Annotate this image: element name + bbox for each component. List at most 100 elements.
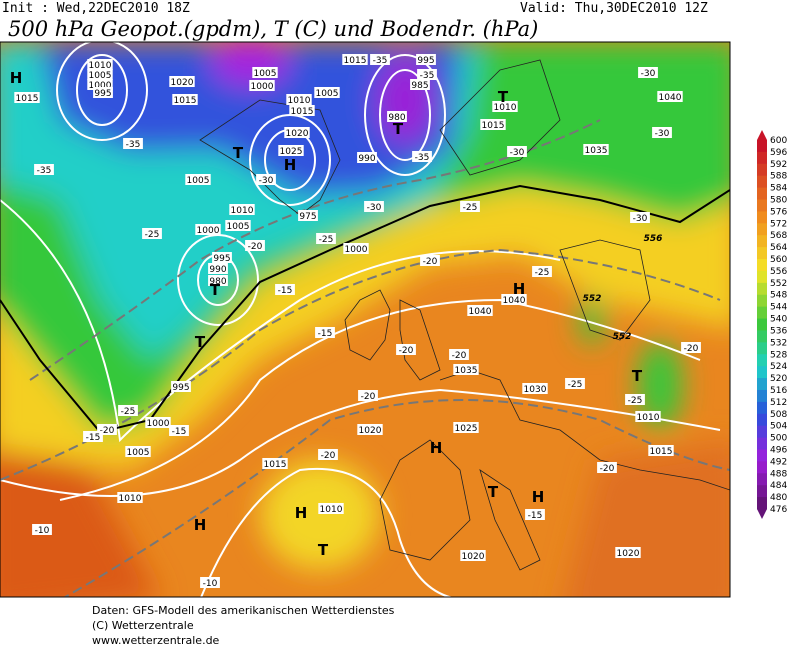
pressure-label-box — [87, 69, 113, 80]
pressure-label-box — [87, 79, 113, 90]
pressure-label-box — [208, 275, 228, 286]
colorbar-label: 528 — [770, 350, 787, 360]
pressure-label-box — [480, 119, 506, 130]
map-labels: 1010100510009951020101510151005100010101… — [10, 54, 701, 589]
pressure-label: 1020 — [171, 78, 194, 88]
temperature-label: -20 — [361, 392, 376, 402]
colorbar-label: 520 — [770, 374, 787, 384]
pressure-label-box — [278, 145, 304, 156]
temperature-label: -20 — [452, 351, 467, 361]
temperature-label-box — [97, 424, 117, 435]
colorbar-segment — [757, 378, 767, 391]
temperature-label: -30 — [633, 214, 648, 224]
temperature-label: -25 — [145, 230, 160, 240]
pressure-center: T — [233, 144, 244, 162]
pressure-center: H — [284, 156, 297, 174]
pressure-label-box — [195, 224, 221, 235]
pressure-center: H — [295, 504, 308, 522]
colorbar-label: 504 — [770, 422, 787, 432]
pressure-center: T — [318, 541, 329, 559]
pressure-label-box — [286, 94, 312, 105]
temperature-label: -25 — [463, 203, 478, 213]
pressure-label: 1005 — [316, 89, 339, 99]
pressure-label: 975 — [299, 212, 316, 222]
pressure-label-box — [208, 263, 228, 274]
colorbar-cap — [757, 509, 767, 519]
pressure-label: 1010 — [89, 61, 112, 71]
pressure-label-box — [262, 458, 288, 469]
temperature-label: -35 — [415, 153, 430, 163]
temperature-label-box — [460, 201, 480, 212]
pressure-label-box — [87, 59, 113, 70]
temperature-label: -20 — [684, 344, 699, 354]
pressure-label-box — [343, 243, 369, 254]
pressure-label: 1035 — [455, 366, 478, 376]
pressure-label: 1040 — [659, 93, 682, 103]
colorbar-label: 476 — [770, 505, 787, 515]
temperature-label-box — [142, 228, 162, 239]
colorbar-label: 544 — [770, 303, 787, 313]
footer-line: Daten: GFS-Modell des amerikanischen Wet… — [92, 604, 395, 617]
valid-time: Valid: Thu,30DEC2010 12Z — [520, 1, 708, 16]
pressure-label: 1005 — [89, 71, 112, 81]
pressure-label-box — [357, 152, 377, 163]
colorbar-label: 580 — [770, 196, 787, 206]
colorbar-label: 480 — [770, 493, 787, 503]
temperature-label: -20 — [600, 464, 615, 474]
pressure-label-box — [314, 87, 340, 98]
pressure-center: T — [632, 367, 643, 385]
temperature-label-box — [396, 344, 416, 355]
pressure-label: 1040 — [503, 296, 526, 306]
pressure-label-box — [501, 294, 527, 305]
pressure-label: 1000 — [147, 419, 170, 429]
temperature-label: -25 — [319, 235, 334, 245]
pressure-label-box — [648, 445, 674, 456]
pressure-label-box — [357, 424, 383, 435]
temperature-label: -30 — [655, 129, 670, 139]
pressure-label: 1005 — [187, 176, 210, 186]
pressure-label-box — [387, 111, 407, 122]
pressure-label: 1015 — [291, 107, 314, 117]
pressure-label: 1005 — [127, 448, 150, 458]
contour-label: 556 — [644, 234, 663, 244]
temperature-label-box — [565, 378, 585, 389]
pressure-label: 1015 — [650, 447, 673, 457]
pressure-label-box — [657, 91, 683, 102]
temperature-label: -20 — [248, 242, 263, 252]
pressure-label-box — [298, 210, 318, 221]
colorbar-label: 596 — [770, 148, 787, 158]
pressure-label-box — [249, 80, 275, 91]
pressure-label-box — [453, 422, 479, 433]
temperature-label: -25 — [121, 407, 136, 417]
temperature-label: -15 — [278, 286, 293, 296]
colorbar-label: 536 — [770, 326, 787, 336]
temperature-label-box — [597, 462, 617, 473]
pressure-label-box — [225, 220, 251, 231]
colorbar-segment — [757, 342, 767, 355]
pressure-label: 985 — [411, 81, 428, 91]
colorbar-segment — [757, 259, 767, 272]
colorbar-segment — [757, 413, 767, 427]
temperature-label: -35 — [126, 140, 141, 150]
temperature-label-box — [318, 449, 338, 460]
pressure-label-box — [212, 252, 232, 263]
colorbar-segment — [757, 437, 767, 450]
temperature-label-box — [123, 138, 143, 149]
colorbar-segment — [757, 175, 767, 189]
pressure-label: 1010 — [637, 413, 660, 423]
pressure-label: 1010 — [119, 494, 142, 504]
colorbar-label: 572 — [770, 219, 787, 229]
temperature-label-box — [638, 67, 658, 78]
pressure-label: 1015 — [174, 96, 197, 106]
pressure-label: 1010 — [320, 505, 343, 515]
pressure-center: H — [194, 516, 207, 534]
pressure-label: 1000 — [197, 226, 220, 236]
colorbar-label: 584 — [770, 184, 787, 194]
temperature-label-box — [525, 509, 545, 520]
colorbar-segment — [757, 187, 767, 201]
pressure-label: 1040 — [469, 307, 492, 317]
temperature-label-box — [315, 327, 335, 338]
temperature-label: -30 — [510, 148, 525, 158]
